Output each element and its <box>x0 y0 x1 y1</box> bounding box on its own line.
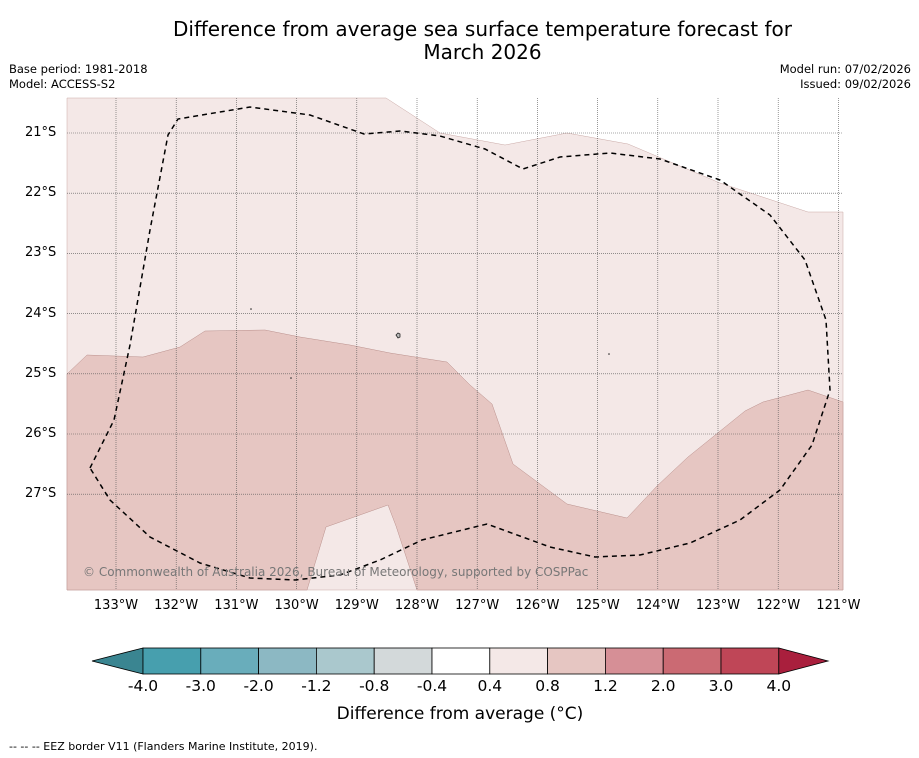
colorbar-tick-label: -0.4 <box>416 677 448 695</box>
island-3 <box>290 377 292 379</box>
chart-title: Difference from average sea surface temp… <box>60 18 905 64</box>
colorbar-tick-label: -0.8 <box>359 677 390 695</box>
colorbar-tick-label: 3.0 <box>708 677 734 695</box>
title-line-1: Difference from average sea surface temp… <box>172 17 792 41</box>
model-name: Model: ACCESS-S2 <box>9 77 116 91</box>
latitude-label: 22°S <box>25 185 57 201</box>
colorbar-segment <box>373 647 433 675</box>
eez-footnote: -- -- -- EEZ border V11 (Flanders Marine… <box>9 740 318 753</box>
longitude-label: 128°W <box>394 598 440 613</box>
colorbar-segment <box>200 647 260 675</box>
colorbar-tick-label: -4.0 <box>127 677 159 695</box>
colorbar-segment <box>489 647 548 675</box>
island-1 <box>395 332 401 339</box>
colorbar-title: Difference from average (°C) <box>336 704 584 724</box>
base-period: Base period: 1981-2018 <box>9 62 148 76</box>
longitude-label: 133°W <box>93 598 139 613</box>
colorbar-tick-label: 0.4 <box>477 677 503 695</box>
colorbar-tick-label: 1.2 <box>593 677 618 695</box>
colorbar-arrow-low <box>91 647 144 675</box>
colorbar-arrow-high <box>778 647 830 675</box>
colorbar-segment <box>258 647 317 675</box>
gridlines <box>67 98 843 590</box>
copyright-text: © Commonwealth of Australia 2026, Bureau… <box>83 565 589 579</box>
longitude-label: 123°W <box>695 598 741 613</box>
meta-right: Model run: 07/02/2026 Issued: 09/02/2026 <box>780 62 911 92</box>
model-run: Model run: 07/02/2026 <box>779 62 911 76</box>
island-2 <box>250 308 252 310</box>
colorbar-segment <box>315 647 375 675</box>
colorbar-tick-label: -3.0 <box>185 677 216 695</box>
latitude-label: 23°S <box>25 245 57 261</box>
colorbar-segment <box>142 647 202 675</box>
longitude-label: 129°W <box>334 598 379 613</box>
colorbar-segment <box>605 647 664 675</box>
longitude-label: 132°W <box>154 598 199 613</box>
colorbar <box>91 647 830 675</box>
colorbar-segment <box>431 647 491 675</box>
longitude-label: 126°W <box>515 598 560 613</box>
anomaly-region-dark <box>66 329 844 591</box>
longitude-label: 131°W <box>214 598 259 613</box>
longitude-label: 122°W <box>756 598 801 613</box>
colorbar-segment <box>547 647 606 675</box>
longitude-label: 125°W <box>575 598 620 613</box>
latitude-label: 24°S <box>25 305 57 321</box>
latitude-label: 27°S <box>25 486 57 502</box>
longitude-label: 130°W <box>274 598 319 613</box>
colorbar-tick-label: -1.2 <box>301 677 332 695</box>
colorbar-tick-label: 4.0 <box>766 677 792 695</box>
map-plot-area <box>66 97 844 591</box>
latitude-label: 26°S <box>25 426 57 441</box>
colorbar-tick-label: -2.0 <box>243 677 274 695</box>
meta-left: Base period: 1981-2018 Model: ACCESS-S2 <box>9 62 148 92</box>
issued-date: Issued: 09/02/2026 <box>800 77 911 91</box>
latitude-label: 21°S <box>25 125 57 140</box>
longitude-label: 124°W <box>635 598 680 613</box>
longitude-label: 121°W <box>816 598 861 613</box>
colorbar-tick-label: 2.0 <box>650 677 676 695</box>
colorbar-segment <box>720 647 780 675</box>
latitude-label: 25°S <box>25 365 57 381</box>
colorbar-tick-label: 0.8 <box>535 677 560 695</box>
title-line-2: March 2026 <box>423 40 542 64</box>
longitude-label: 127°W <box>455 598 500 613</box>
eez-border <box>89 106 831 581</box>
colorbar-segment <box>662 647 722 675</box>
island-4 <box>608 353 610 355</box>
